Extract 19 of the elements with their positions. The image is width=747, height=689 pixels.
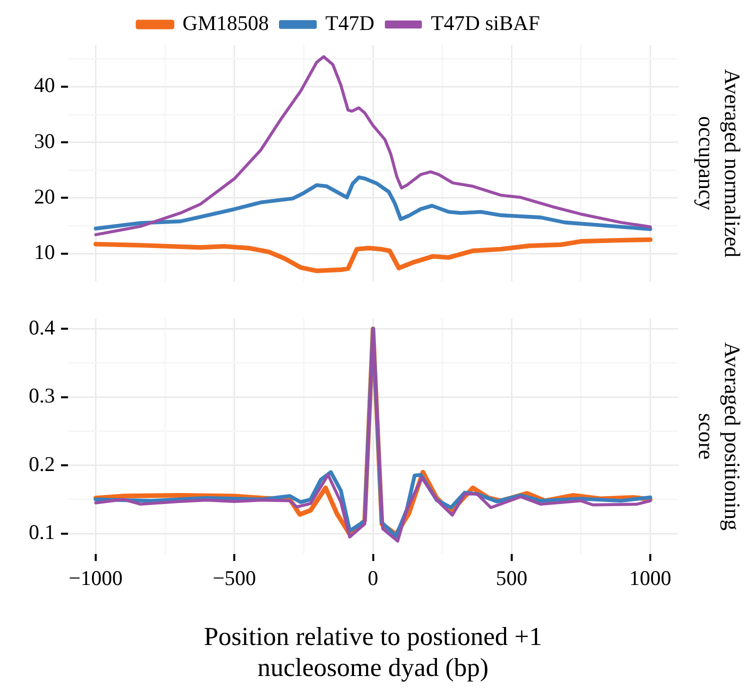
legend-label: GM18508 <box>182 11 269 36</box>
x-tick-label: 0 <box>368 566 378 590</box>
legend-label: T47D siBAF <box>430 11 540 36</box>
y-tick-label: 0.1 <box>28 520 55 544</box>
y-axis-title: Averaged positioning score <box>694 342 746 530</box>
y-axis-title: Averaged normalized occupancy <box>694 69 746 258</box>
y-tick-label: 0.2 <box>28 452 55 476</box>
x-tick-label: −1000 <box>68 566 123 590</box>
y-tick-label: 30 <box>34 128 55 153</box>
y-tick-label: 10 <box>34 240 55 264</box>
x-tick-label: 1000 <box>629 566 672 590</box>
legend-label: T47D <box>325 11 374 36</box>
y-tick-label: 40 <box>34 73 55 98</box>
x-tick-label: 500 <box>496 566 528 590</box>
x-axis-title: Position relative to postioned +1 nucleosome dyad (bp) <box>204 622 542 682</box>
y-tick-label: 0.4 <box>28 315 56 340</box>
y-tick-label: 0.3 <box>28 384 55 408</box>
y-tick-label: 20 <box>34 184 55 208</box>
x-tick-label: −500 <box>212 566 256 590</box>
